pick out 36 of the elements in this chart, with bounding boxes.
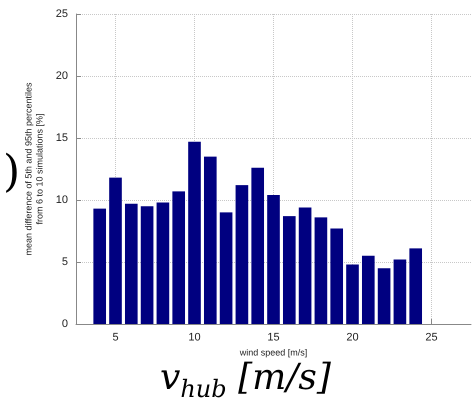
y-tick-label: 5 xyxy=(62,256,68,268)
x-tick-label: 25 xyxy=(425,332,438,344)
bar xyxy=(109,178,122,324)
bar xyxy=(140,206,154,324)
bar xyxy=(330,228,344,324)
y-tick-label: 25 xyxy=(56,8,68,20)
x-tick-label: 10 xyxy=(188,332,201,344)
bar xyxy=(204,156,217,324)
text: v$_{hub}$ [m/s] xyxy=(160,357,331,404)
bar xyxy=(267,195,280,324)
bar xyxy=(188,142,201,324)
y-tick-label: 15 xyxy=(56,132,68,144)
bar xyxy=(172,191,186,324)
x-tick-label: 15 xyxy=(267,332,280,344)
y-axis-title: mean difference of 5th and 95th percentiles from 6 to 10 simulations [%] xyxy=(23,82,44,256)
bar xyxy=(93,208,106,324)
x-tick-label: 20 xyxy=(346,332,359,344)
bar xyxy=(362,256,375,324)
bar xyxy=(124,204,138,324)
bar xyxy=(378,268,390,324)
bar xyxy=(298,207,312,324)
bar xyxy=(314,217,328,324)
bar xyxy=(409,248,422,324)
y-tick-label: 20 xyxy=(56,70,68,82)
bar xyxy=(346,264,359,324)
bar xyxy=(236,185,248,324)
y-tick-label: 0 xyxy=(62,318,68,330)
bar xyxy=(282,216,296,324)
bar xyxy=(251,168,264,324)
x-tick-label: 5 xyxy=(112,332,119,344)
bar xyxy=(156,202,170,324)
bar xyxy=(220,212,232,324)
x-axis-title: wind speed [m/s] xyxy=(238,347,308,358)
text: ) xyxy=(3,146,20,197)
bar xyxy=(394,260,406,324)
y-tick-label: 10 xyxy=(56,194,68,206)
